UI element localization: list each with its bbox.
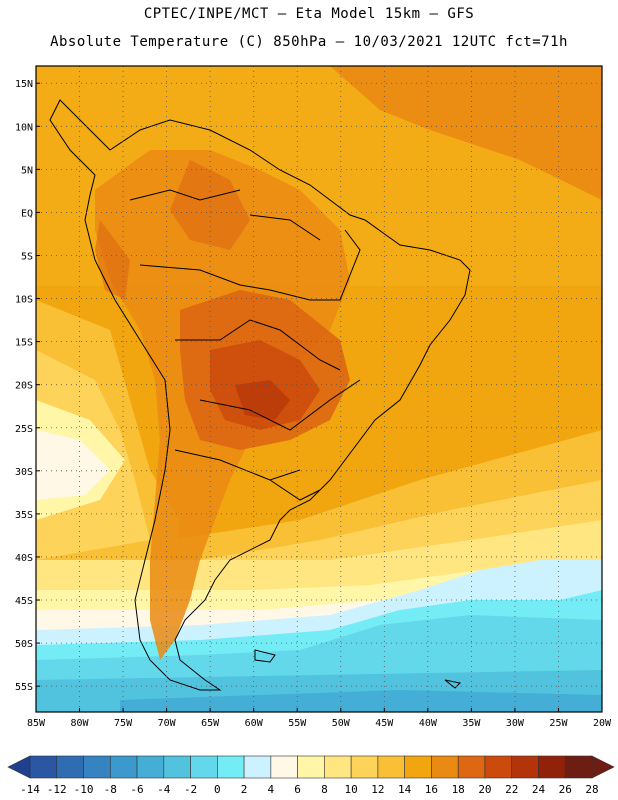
colorbar-tick-label: 2 <box>241 783 248 796</box>
lat-label: 35S <box>15 510 33 521</box>
lat-label: 5N <box>21 165 33 176</box>
colorbar-tick-label: 28 <box>585 783 598 796</box>
colorbar-swatch <box>163 755 191 779</box>
lon-label: 75W <box>114 718 133 729</box>
colorbar-tick-label: -2 <box>184 783 197 796</box>
colorbar-arrow-high <box>591 755 615 779</box>
colorbar-arrow-low <box>7 755 31 779</box>
colorbar-tick-label: 26 <box>559 783 572 796</box>
lat-label: 15S <box>15 338 33 349</box>
colorbar: -14 -12 -10 -8 -6 -4 -2 0 2 4 6 8 10 12 14 16 18 20 22 24 26… <box>7 755 615 796</box>
lat-label: 45S <box>15 596 33 607</box>
lat-label: 10S <box>15 295 33 306</box>
colorbar-tick-label: -12 <box>47 783 67 796</box>
lat-label: 15N <box>15 79 33 90</box>
colorbar-swatch <box>457 755 486 779</box>
colorbar-tick-label: 4 <box>268 783 275 796</box>
colorbar-swatch <box>270 755 298 779</box>
lon-label: 30W <box>506 718 525 729</box>
colorbar-tick-label: 18 <box>452 783 465 796</box>
lat-label: 55S <box>15 682 33 693</box>
lat-label: 10N <box>15 122 33 133</box>
lat-label: 40S <box>15 553 33 564</box>
colorbar-tick-label: 20 <box>478 783 491 796</box>
colorbar-swatch <box>29 755 58 779</box>
colorbar-tick-label: -6 <box>130 783 143 796</box>
colorbar-tick-label: -14 <box>20 783 40 796</box>
lat-label: 50S <box>15 639 33 650</box>
colorbar-swatch <box>377 755 405 779</box>
colorbar-tick-label: 14 <box>398 783 412 796</box>
colorbar-tick-label: 0 <box>214 783 221 796</box>
colorbar-tick-label: -4 <box>157 783 171 796</box>
lon-label: 65W <box>201 718 220 729</box>
colorbar-swatch <box>297 755 325 779</box>
colorbar-swatch <box>190 755 218 779</box>
map-frame <box>35 65 603 713</box>
colorbar-tick-label: 6 <box>294 783 301 796</box>
lon-label: 55W <box>288 718 307 729</box>
coastline <box>49 99 471 691</box>
colorbar-swatch <box>538 755 566 779</box>
colorbar-swatch <box>109 755 138 779</box>
lat-label: 25S <box>15 424 33 435</box>
lon-label: 20W <box>593 718 612 729</box>
colorbar-swatch <box>511 755 539 779</box>
colorbar-swatch <box>83 755 111 779</box>
lon-label: 50W <box>332 718 351 729</box>
colorbar-swatch <box>56 755 84 779</box>
lon-label: 80W <box>71 718 90 729</box>
colorbar-tick-label: -8 <box>104 783 117 796</box>
lon-label: 70W <box>158 718 177 729</box>
lat-label: 5S <box>21 251 33 262</box>
colorbar-tick-label: 12 <box>371 783 384 796</box>
lon-label: 85W <box>27 718 46 729</box>
colorbar-swatch <box>431 755 459 779</box>
colorbar-tick-label: 22 <box>505 783 518 796</box>
lon-label: 45W <box>375 718 394 729</box>
temperature-field <box>36 66 602 712</box>
colorbar-tick-label: 16 <box>425 783 438 796</box>
colorbar-tick-label: 24 <box>532 783 546 796</box>
longitude-labels: 85W 80W 75W 70W 65W 60W 55W 50W 45W 40W 35W 30W 25W 2… <box>27 708 612 729</box>
colorbar-tick-label: 10 <box>345 783 358 796</box>
colorbar-tick-label: -10 <box>74 783 94 796</box>
colorbar-swatch <box>484 755 513 779</box>
colorbar-swatch <box>564 755 593 779</box>
colorbar-swatch <box>324 755 352 779</box>
colorbar-swatch <box>404 755 432 779</box>
lat-label: 30S <box>15 467 33 478</box>
lon-label: 35W <box>462 718 481 729</box>
colorbar-tick-label: 8 <box>321 783 328 796</box>
lon-label: 60W <box>245 718 264 729</box>
colorbar-swatch <box>217 755 245 779</box>
colorbar-swatch <box>243 755 272 779</box>
lat-label: 20S <box>15 381 33 392</box>
map-title-line1: CPTEC/INPE/MCT – Eta Model 15km – GFS <box>143 6 475 22</box>
lon-label: 25W <box>549 718 568 729</box>
colorbar-swatch <box>136 755 165 779</box>
lat-label: EQ <box>21 208 33 219</box>
latitude-labels: 15N 10N 5N EQ 5S 10S 15S 20S 25S 30S 35S 40S 45S 50S 5… <box>15 79 40 693</box>
lon-label: 40W <box>419 718 438 729</box>
map-title-line2: Absolute Temperature (C) 850hPa – 10/03/… <box>50 34 568 50</box>
colorbar-swatch <box>350 755 379 779</box>
